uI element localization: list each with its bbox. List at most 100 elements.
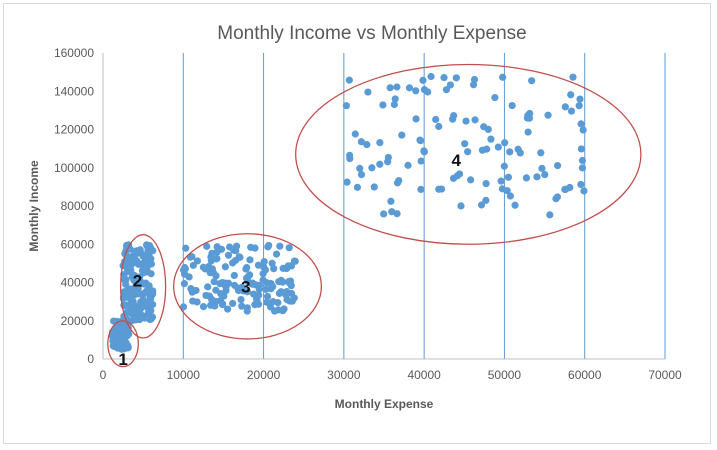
data-point xyxy=(471,116,479,124)
data-point xyxy=(522,174,531,182)
data-point xyxy=(210,278,218,286)
data-point xyxy=(213,254,221,263)
data-point xyxy=(525,114,533,122)
data-point xyxy=(117,327,125,335)
data-point xyxy=(516,149,524,157)
data-point xyxy=(189,297,197,305)
data-point xyxy=(461,140,469,148)
data-point xyxy=(575,102,583,110)
data-point xyxy=(363,141,371,149)
data-point xyxy=(427,72,435,81)
data-point xyxy=(232,242,241,250)
data-point xyxy=(528,77,536,85)
data-point xyxy=(280,305,288,313)
data-point xyxy=(208,265,217,273)
cluster-ellipse-2 xyxy=(120,234,167,339)
data-point xyxy=(577,145,585,153)
cluster-label-2: 2 xyxy=(133,272,142,291)
data-point xyxy=(370,183,378,191)
data-point xyxy=(541,170,549,179)
data-point xyxy=(480,123,488,131)
data-point xyxy=(351,130,359,138)
data-point xyxy=(506,148,514,156)
x-tick-label: 30000 xyxy=(327,368,361,382)
data-point xyxy=(230,281,239,289)
data-point xyxy=(132,289,141,297)
data-point xyxy=(218,300,227,308)
data-point xyxy=(207,253,215,261)
data-point xyxy=(491,93,499,102)
data-point xyxy=(567,107,576,115)
data-point xyxy=(345,76,353,84)
data-point xyxy=(133,282,141,291)
data-point xyxy=(290,257,299,265)
data-point xyxy=(357,138,365,146)
x-tick-label: 70000 xyxy=(648,368,682,382)
data-point xyxy=(179,303,188,311)
data-point xyxy=(412,115,420,123)
data-point xyxy=(199,303,208,311)
data-point xyxy=(398,131,406,139)
data-point xyxy=(576,95,584,103)
cluster-labels: 1 2 3 4 xyxy=(118,151,461,369)
cluster-ellipse-4 xyxy=(295,63,642,245)
axes xyxy=(102,53,665,360)
data-point xyxy=(239,287,248,295)
data-point xyxy=(524,128,532,136)
data-point xyxy=(544,111,552,119)
data-point xyxy=(391,95,399,103)
data-point xyxy=(356,164,364,173)
data-point xyxy=(503,187,511,195)
data-point xyxy=(577,120,585,128)
data-point xyxy=(393,210,401,218)
data-point xyxy=(376,138,384,147)
data-point xyxy=(579,126,587,134)
x-tick-label: 40000 xyxy=(407,368,441,382)
data-point xyxy=(217,245,226,253)
data-point xyxy=(452,74,460,82)
data-point xyxy=(578,156,587,165)
data-point xyxy=(442,86,451,94)
y-axis-ticks: 0 20000 40000 60000 80000 100000 120000 140000 1… xyxy=(54,46,94,366)
data-point xyxy=(108,332,116,340)
data-point xyxy=(404,161,412,169)
data-point xyxy=(136,273,144,281)
data-point xyxy=(120,338,128,346)
data-point xyxy=(420,147,428,155)
data-point xyxy=(538,164,546,172)
data-point xyxy=(412,87,420,95)
cluster-ellipse-1 xyxy=(107,320,139,368)
data-point xyxy=(346,154,354,163)
data-point xyxy=(283,296,291,304)
data-point xyxy=(203,242,211,250)
y-tick-label: 60000 xyxy=(61,237,95,251)
data-point xyxy=(467,176,475,184)
cluster-label-1: 1 xyxy=(118,350,127,369)
data-point xyxy=(440,74,448,82)
data-point xyxy=(130,276,138,284)
y-axis-title: Monthly Income xyxy=(27,160,41,252)
data-point xyxy=(483,145,491,153)
data-point xyxy=(283,288,291,296)
data-point xyxy=(122,280,130,288)
cluster-ellipse-3 xyxy=(173,233,323,340)
y-tick-label: 80000 xyxy=(61,199,95,213)
data-point xyxy=(262,278,271,287)
data-point xyxy=(457,202,465,210)
data-point xyxy=(357,171,366,179)
data-point xyxy=(386,84,394,92)
data-point xyxy=(380,210,388,218)
data-point xyxy=(393,83,401,91)
data-point xyxy=(578,164,587,172)
data-point xyxy=(279,278,287,286)
data-point xyxy=(420,86,429,94)
data-point xyxy=(561,103,569,111)
data-point xyxy=(251,301,259,309)
data-point xyxy=(268,259,276,267)
data-point xyxy=(282,264,291,273)
data-point xyxy=(390,100,398,109)
data-point xyxy=(446,81,454,89)
data-point xyxy=(494,143,502,151)
data-point xyxy=(553,161,562,170)
data-point xyxy=(342,102,350,110)
